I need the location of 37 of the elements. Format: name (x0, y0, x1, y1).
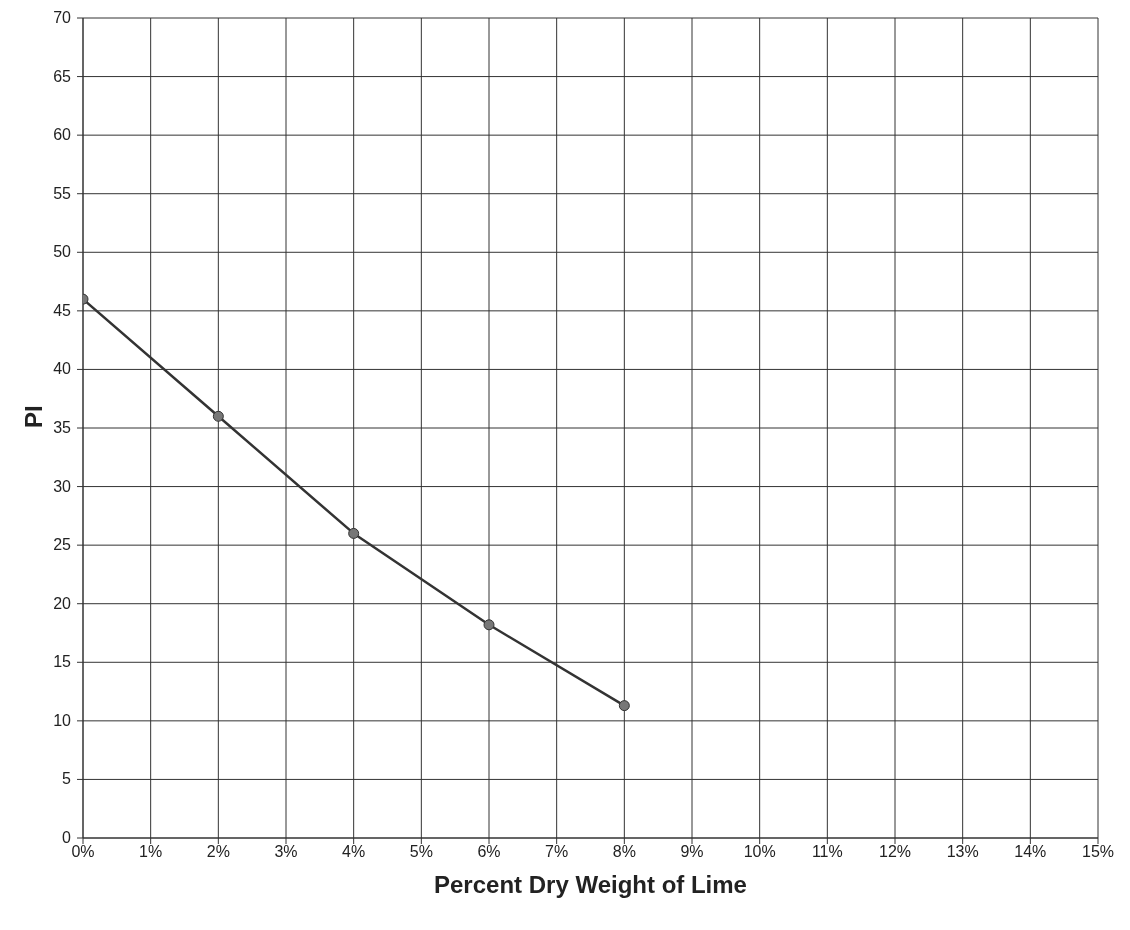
point (483, 619, 495, 631)
y-tick-label: 70 (53, 9, 72, 26)
x-tick-label: 10% (743, 843, 776, 861)
y-tick-label: 45 (53, 301, 72, 319)
x-tick-label: 4% (342, 843, 366, 861)
y-tick-label: 55 (53, 184, 72, 202)
y-tick-label: 35 (53, 419, 72, 436)
y-tick-label: 5 (62, 770, 72, 788)
x-tick-label: 6% (477, 843, 501, 861)
x-tick-label: 9% (680, 843, 704, 861)
y-tick-label: 10 (53, 711, 72, 729)
y-tick-label: 25 (53, 536, 72, 554)
y-tick-label: 15 (53, 653, 72, 671)
x-axis-title: Percent Dry Weight of Lime (434, 871, 747, 898)
x-tick-label: 2% (206, 843, 230, 861)
x-tick-label: 0% (71, 843, 95, 861)
y-tick-label: 60 (53, 126, 72, 144)
y-tick-label: 50 (53, 243, 72, 261)
x-tick-label: 7% (545, 843, 569, 861)
x-tick-label: 11% (811, 843, 843, 861)
x-tick-label: 13% (946, 843, 979, 861)
x-tick-label: 1% (139, 843, 163, 861)
y-tick-label: 30 (53, 477, 72, 495)
x-tick-label: 5% (409, 843, 433, 861)
y-tick-label: 20 (53, 594, 72, 612)
x-tick-label: 14% (1014, 843, 1047, 861)
x-tick-label: 8% (612, 843, 636, 861)
y-tick-label: 65 (53, 67, 72, 85)
point (618, 700, 630, 712)
x-tick-label: 3% (274, 843, 298, 861)
y-axis-title: PI (19, 405, 47, 428)
point (212, 410, 224, 422)
point (348, 527, 360, 539)
y-tick-label: 40 (53, 360, 72, 378)
x-tick-label: 15% (1081, 843, 1115, 861)
y-tick-label: 0 (62, 829, 72, 846)
x-tick-label: 12% (878, 843, 912, 861)
